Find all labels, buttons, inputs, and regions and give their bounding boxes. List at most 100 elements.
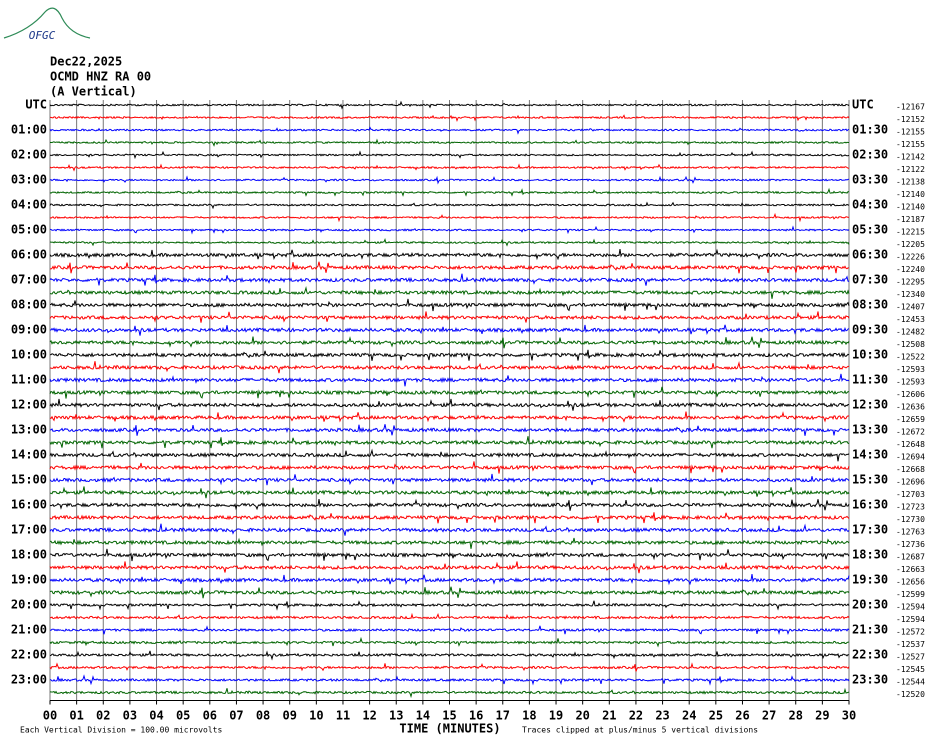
trace-offset: -12636 [896,403,925,412]
trace [49,662,850,672]
trace-offset: -12187 [896,215,925,224]
trace-offset: -12407 [896,303,925,312]
x-tick-label: 05 [176,709,190,723]
trace-offset: -12606 [896,390,925,399]
x-tick-label: 01 [69,709,83,723]
trace [49,537,850,549]
trace-offset: -12240 [896,265,925,274]
hour-label: 12:00 [11,398,47,412]
trace [49,650,850,661]
hour-label: 19:00 [11,573,47,587]
half-hour-label: 14:30 [852,448,888,462]
trace [49,448,850,462]
trace-offset: -12142 [896,153,925,162]
trace [49,561,850,574]
trace-offset: -12668 [896,465,925,474]
half-hour-label: 10:30 [852,348,888,362]
trace [49,100,850,110]
half-hour-label: 20:30 [852,598,888,612]
trace-offset: -12594 [896,615,925,624]
trace-offset: -12520 [896,690,925,699]
trace-offset: -12687 [896,553,925,562]
trace-offset: -12730 [896,515,925,524]
hour-label: 02:00 [11,148,47,162]
trace [50,298,850,312]
trace [49,612,850,621]
x-tick-label: 26 [735,709,749,723]
trace-offset: -12672 [896,428,925,437]
logo-curve [3,7,91,39]
trace [49,273,850,286]
trace-offset: -12527 [896,653,925,662]
trace [49,600,850,611]
trace [49,248,850,261]
trace-offset: -12340 [896,290,925,299]
trace [49,187,850,197]
trace [49,126,850,135]
trace [49,473,850,486]
x-tick-label: 21 [602,709,616,723]
trace-offset: -12599 [896,590,925,599]
trace [49,212,850,223]
x-tick-label: 04 [149,709,163,723]
trace-offset: -12648 [896,440,925,449]
trace [49,163,850,172]
half-hour-label: 01:30 [852,123,888,137]
trace-offset: -12545 [896,665,925,674]
half-hour-label: 19:30 [852,573,888,587]
trace-offset: -12122 [896,165,925,174]
trace-offset: -12140 [896,190,925,199]
trace [49,436,850,449]
hour-label: 04:00 [11,198,47,212]
hour-label: 10:00 [11,348,47,362]
x-tick-label: 27 [762,709,776,723]
hour-label: 20:00 [11,598,47,612]
trace-offset: -12659 [896,415,925,424]
x-tick-label: 00 [43,709,57,723]
title-line: (A Vertical) [50,85,137,99]
hour-label: UTC [25,98,47,112]
trace [49,150,850,160]
hour-label: 13:00 [11,423,47,437]
x-tick-label: 12 [362,709,376,723]
hour-label: 09:00 [11,323,47,337]
trace-offset: -12723 [896,503,925,512]
x-tick-label: 11 [336,709,350,723]
x-tick-label: 19 [549,709,563,723]
hour-label: 06:00 [11,248,47,262]
x-tick-label: 28 [789,709,803,723]
trace [49,225,850,235]
x-tick-label: 22 [629,709,643,723]
x-tick-label: 06 [203,709,217,723]
trace [49,486,850,499]
trace [50,548,850,562]
trace-offset: -12482 [896,328,925,337]
trace [49,512,850,524]
trace [49,523,850,536]
trace-offset: -12295 [896,278,925,287]
hour-label: 18:00 [11,548,47,562]
trace-offset: -12155 [896,128,925,137]
trace [49,398,850,411]
hour-label: 01:00 [11,123,47,137]
trace [49,324,850,336]
half-hour-label: 23:30 [852,673,888,687]
half-hour-label: 15:30 [852,473,888,487]
trace-offset: -12544 [896,678,925,687]
trace-offset: -12226 [896,253,925,262]
trace [49,461,850,474]
trace [49,373,850,387]
hour-label: 08:00 [11,298,47,312]
trace-offset: -12167 [896,103,925,112]
trace-offset: -12694 [896,453,925,462]
trace-offset: -12508 [896,340,925,349]
trace-offset: -12696 [896,478,925,487]
trace-offset: -12205 [896,240,925,249]
title-line: OCMD HNZ RA 00 [50,70,151,84]
trace-offset: -12572 [896,628,925,637]
trace [49,336,850,349]
trace [49,261,849,274]
trace [49,138,849,147]
x-tick-label: 16 [469,709,483,723]
